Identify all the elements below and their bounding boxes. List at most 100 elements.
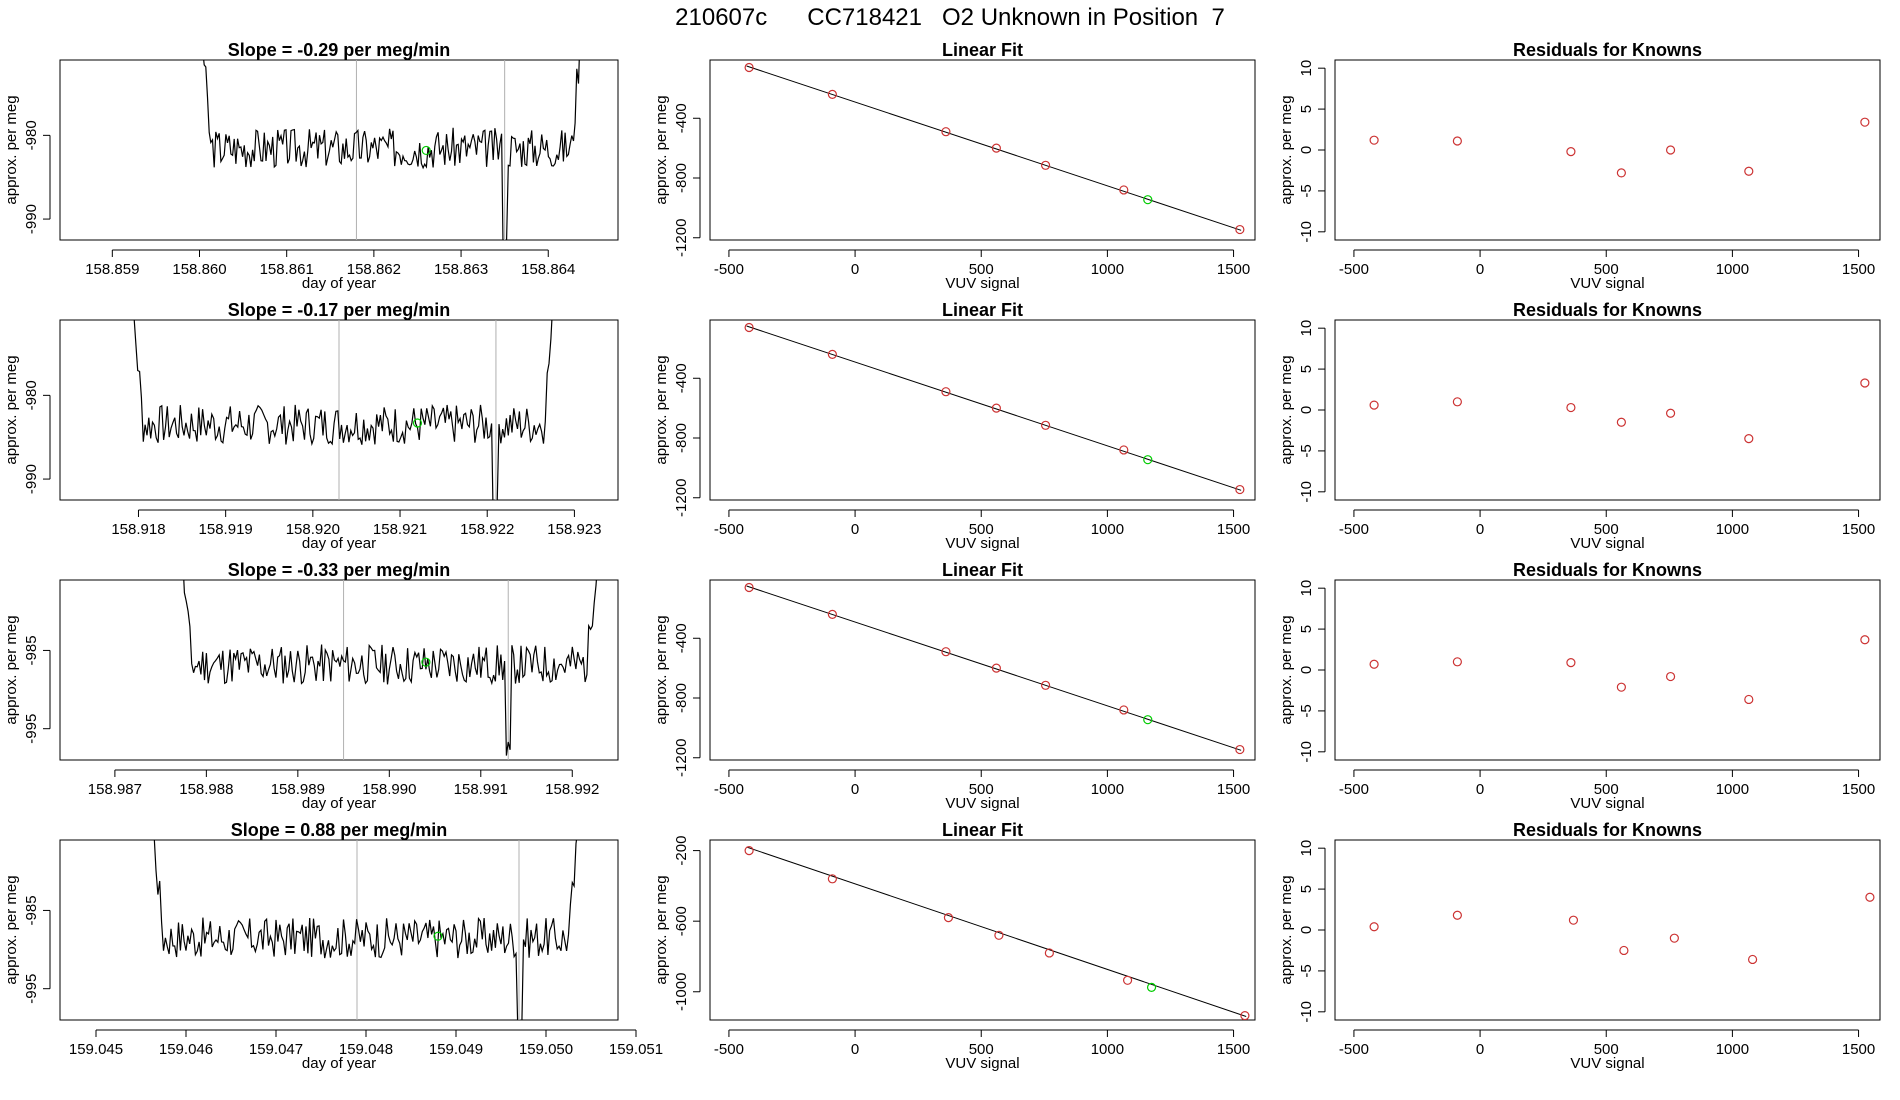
y-tick-label: 0 (1298, 146, 1315, 154)
x-axis-label: VUV signal (1570, 535, 1644, 552)
plot-frame (709, 319, 1256, 501)
plot-area (133, 320, 553, 500)
x-tick-label: 0 (851, 1041, 859, 1058)
x-tick-label: 500 (969, 781, 994, 798)
y-tick-label: -5 (1298, 184, 1315, 197)
plot-frame (709, 59, 1256, 241)
x-axis-label: day of year (302, 1055, 376, 1072)
known-point (1235, 484, 1245, 495)
x-tick-label: 158.991 (454, 781, 508, 798)
known-point (827, 874, 837, 884)
plot-frame (709, 579, 1256, 761)
known-point (1566, 402, 1576, 413)
known-point (1568, 915, 1579, 925)
x-axis-label: VUV signal (1570, 1055, 1644, 1072)
y-tick-label: -1000 (673, 973, 690, 1011)
x-tick-label: 158.987 (88, 781, 142, 798)
x-tick-label: 1500 (1217, 781, 1250, 798)
data-trace (153, 840, 578, 1020)
y-axis-label: approx. per meg (653, 875, 670, 984)
y-axis-label: approx. per meg (653, 95, 670, 204)
known-point (1452, 136, 1462, 146)
y-tick-label: -985 (23, 635, 40, 665)
x-tick-label: 1000 (1091, 781, 1124, 798)
known-point (744, 62, 754, 73)
plot-frame (1334, 319, 1881, 501)
known-point (941, 647, 951, 657)
x-tick-label: 158.923 (547, 521, 601, 538)
panel-title: Slope = -0.29 per meg/min (228, 40, 451, 60)
data-trace (183, 580, 597, 756)
y-axis-label: approx. per meg (3, 95, 20, 204)
x-axis-label: day of year (302, 275, 376, 292)
fit-line (746, 585, 1242, 751)
known-point (1122, 975, 1133, 985)
x-tick-label: 159.050 (519, 1041, 573, 1058)
x-tick-label: 159.046 (159, 1041, 213, 1058)
known-point (991, 143, 1001, 153)
panel-title: Slope = -0.33 per meg/min (228, 560, 451, 580)
y-tick-label: 10 (1298, 840, 1315, 857)
y-tick-label: 0 (1298, 406, 1315, 414)
plot-area (1369, 117, 1870, 178)
panel-title: Linear Fit (942, 820, 1023, 840)
plot-area (744, 845, 1250, 1020)
plot-area (744, 62, 1245, 235)
y-tick-label: -10 (1298, 1001, 1315, 1023)
x-tick-label: 1000 (1716, 781, 1749, 798)
known-point (1369, 400, 1379, 410)
x-tick-label: 158.989 (271, 781, 325, 798)
y-tick-label: 5 (1298, 625, 1315, 633)
unknown-point (1146, 982, 1157, 992)
known-point (1744, 166, 1754, 176)
x-tick-label: -500 (1339, 521, 1369, 538)
x-tick-label: 0 (851, 261, 859, 278)
known-point (1235, 744, 1245, 755)
panel-title: Slope = -0.17 per meg/min (228, 300, 451, 320)
y-tick-label: 0 (1298, 666, 1315, 674)
x-tick-label: 158.862 (347, 261, 401, 278)
unknown-point (1143, 455, 1153, 465)
x-tick-label: 500 (1594, 1041, 1619, 1058)
x-tick-label: 0 (1476, 261, 1484, 278)
y-tick-label: -995 (23, 714, 40, 744)
y-tick-label: 10 (1298, 580, 1315, 597)
plot-area (183, 580, 597, 760)
unknown-point (1143, 195, 1153, 205)
known-point (1860, 117, 1870, 127)
x-tick-label: 158.921 (373, 521, 427, 538)
page-title: 210607c CC718421 O2 Unknown in Position … (675, 4, 1225, 31)
x-tick-label: 1500 (1217, 1041, 1250, 1058)
known-point (1369, 135, 1379, 145)
x-tick-label: -500 (714, 261, 744, 278)
known-point (941, 127, 951, 137)
plot-area (1369, 635, 1870, 705)
known-point (1566, 147, 1576, 157)
known-point (1669, 933, 1679, 943)
known-point (1452, 397, 1462, 407)
y-tick-label: -5 (1298, 704, 1315, 717)
known-point (1119, 185, 1129, 195)
known-point (941, 387, 951, 397)
panel-title: Residuals for Knowns (1513, 820, 1702, 840)
known-point (1860, 635, 1870, 645)
y-tick-label: -1200 (673, 479, 690, 517)
y-tick-label: 10 (1298, 60, 1315, 77)
known-point (1240, 1010, 1250, 1020)
known-point (1566, 658, 1576, 668)
y-tick-label: 0 (1298, 926, 1315, 934)
x-tick-label: -500 (1339, 261, 1369, 278)
panel-title: Linear Fit (942, 560, 1023, 580)
y-axis-label: approx. per meg (1278, 95, 1295, 204)
y-tick-label: 5 (1298, 365, 1315, 373)
x-tick-label: 1000 (1716, 261, 1749, 278)
x-tick-label: 158.861 (260, 261, 314, 278)
y-tick-label: -400 (673, 363, 690, 393)
y-tick-label: -980 (23, 380, 40, 410)
known-point (1119, 445, 1129, 455)
y-axis-label: approx. per meg (1278, 615, 1295, 724)
y-axis-label: approx. per meg (1278, 355, 1295, 464)
x-tick-label: -500 (714, 521, 744, 538)
data-trace (203, 60, 580, 240)
